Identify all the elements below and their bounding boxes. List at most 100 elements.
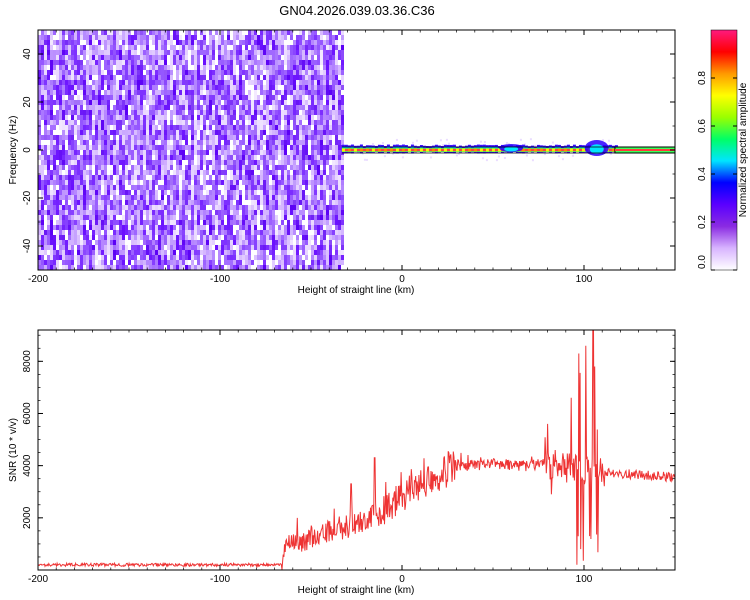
noise-cell: [182, 250, 185, 255]
signal-halo-dot: [445, 138, 448, 141]
noise-cell: [185, 115, 188, 120]
noise-cell: [77, 45, 80, 55]
noise-cell: [137, 80, 140, 85]
noise-cell: [314, 165, 317, 170]
noise-cell: [296, 190, 299, 205]
noise-cell: [296, 160, 299, 165]
noise-cell: [107, 265, 110, 270]
noise-cell: [110, 170, 113, 175]
noise-cell: [38, 165, 41, 175]
noise-cell: [122, 240, 125, 245]
noise-cell: [152, 210, 155, 215]
noise-cell: [158, 40, 161, 55]
noise-cell: [341, 245, 344, 250]
signal-halo-dot: [439, 139, 442, 142]
noise-cell: [254, 85, 257, 90]
noise-cell: [221, 95, 224, 100]
noise-cell: [248, 255, 251, 260]
noise-cell: [170, 165, 173, 170]
noise-cell: [245, 110, 248, 115]
noise-cell: [305, 115, 308, 120]
noise-cell: [74, 255, 77, 260]
noise-cell: [185, 145, 188, 150]
noise-cell: [227, 80, 230, 85]
noise-cell: [209, 85, 212, 100]
noise-cell: [125, 175, 128, 180]
noise-cell: [71, 115, 74, 120]
noise-cell: [62, 120, 65, 135]
signal-core-spot: [413, 148, 417, 152]
noise-cell: [62, 180, 65, 185]
noise-cell: [38, 180, 41, 185]
noise-cell: [41, 85, 44, 95]
noise-cell: [329, 205, 332, 210]
noise-cell: [329, 255, 332, 265]
noise-cell: [320, 235, 323, 240]
noise-cell: [155, 260, 158, 270]
noise-cell: [281, 135, 284, 140]
noise-cell: [50, 265, 53, 270]
noise-cell: [320, 255, 323, 260]
noise-cell: [287, 80, 290, 95]
noise-cell: [65, 205, 68, 210]
noise-cell: [92, 80, 95, 85]
noise-cell: [329, 215, 332, 220]
noise-cell: [308, 205, 311, 210]
noise-cell: [185, 45, 188, 60]
noise-cell: [59, 210, 62, 215]
noise-cell: [254, 235, 257, 250]
noise-cell: [119, 35, 122, 40]
noise-cell: [314, 85, 317, 90]
noise-cell: [191, 90, 194, 95]
noise-cell: [329, 80, 332, 85]
noise-cell: [194, 180, 197, 185]
noise-cell: [188, 155, 191, 160]
noise-cell: [266, 205, 269, 210]
noise-cell: [149, 240, 152, 255]
noise-cell: [77, 55, 80, 60]
noise-cell: [80, 225, 83, 235]
noise-cell: [146, 95, 149, 100]
noise-cell: [161, 85, 164, 90]
noise-cell: [170, 90, 173, 100]
noise-cell: [203, 80, 206, 90]
noise-cell: [137, 105, 140, 120]
noise-cell: [338, 175, 341, 190]
noise-cell: [197, 250, 200, 265]
noise-cell: [305, 250, 308, 255]
noise-cell: [335, 115, 338, 120]
noise-cell: [329, 65, 332, 80]
noise-cell: [335, 45, 338, 50]
noise-cell: [323, 245, 326, 250]
noise-cell: [314, 130, 317, 135]
noise-cell: [137, 85, 140, 95]
noise-cell: [266, 50, 269, 55]
noise-cell: [296, 85, 299, 90]
noise-cell: [125, 140, 128, 145]
noise-cell: [110, 150, 113, 155]
noise-cell: [158, 205, 161, 210]
noise-cell: [263, 150, 266, 155]
signal-core-red: [341, 148, 615, 152]
noise-cell: [194, 40, 197, 45]
noise-cell: [107, 60, 110, 75]
spectrogram-y-tick-label: -40: [22, 238, 33, 253]
noise-cell: [179, 170, 182, 175]
noise-cell: [332, 220, 335, 225]
noise-cell: [152, 255, 155, 260]
noise-cell: [293, 265, 296, 270]
noise-cell: [227, 155, 230, 170]
noise-cell: [299, 245, 302, 250]
noise-cell: [155, 200, 158, 205]
noise-cell: [86, 205, 89, 210]
noise-cell: [224, 230, 227, 235]
noise-cell: [287, 45, 290, 50]
noise-cell: [212, 95, 215, 105]
noise-cell: [302, 85, 305, 100]
noise-cell: [218, 50, 221, 55]
noise-cell: [137, 200, 140, 205]
noise-cell: [293, 225, 296, 235]
noise-cell: [254, 100, 257, 115]
noise-cell: [188, 195, 191, 210]
noise-cell: [254, 125, 257, 140]
